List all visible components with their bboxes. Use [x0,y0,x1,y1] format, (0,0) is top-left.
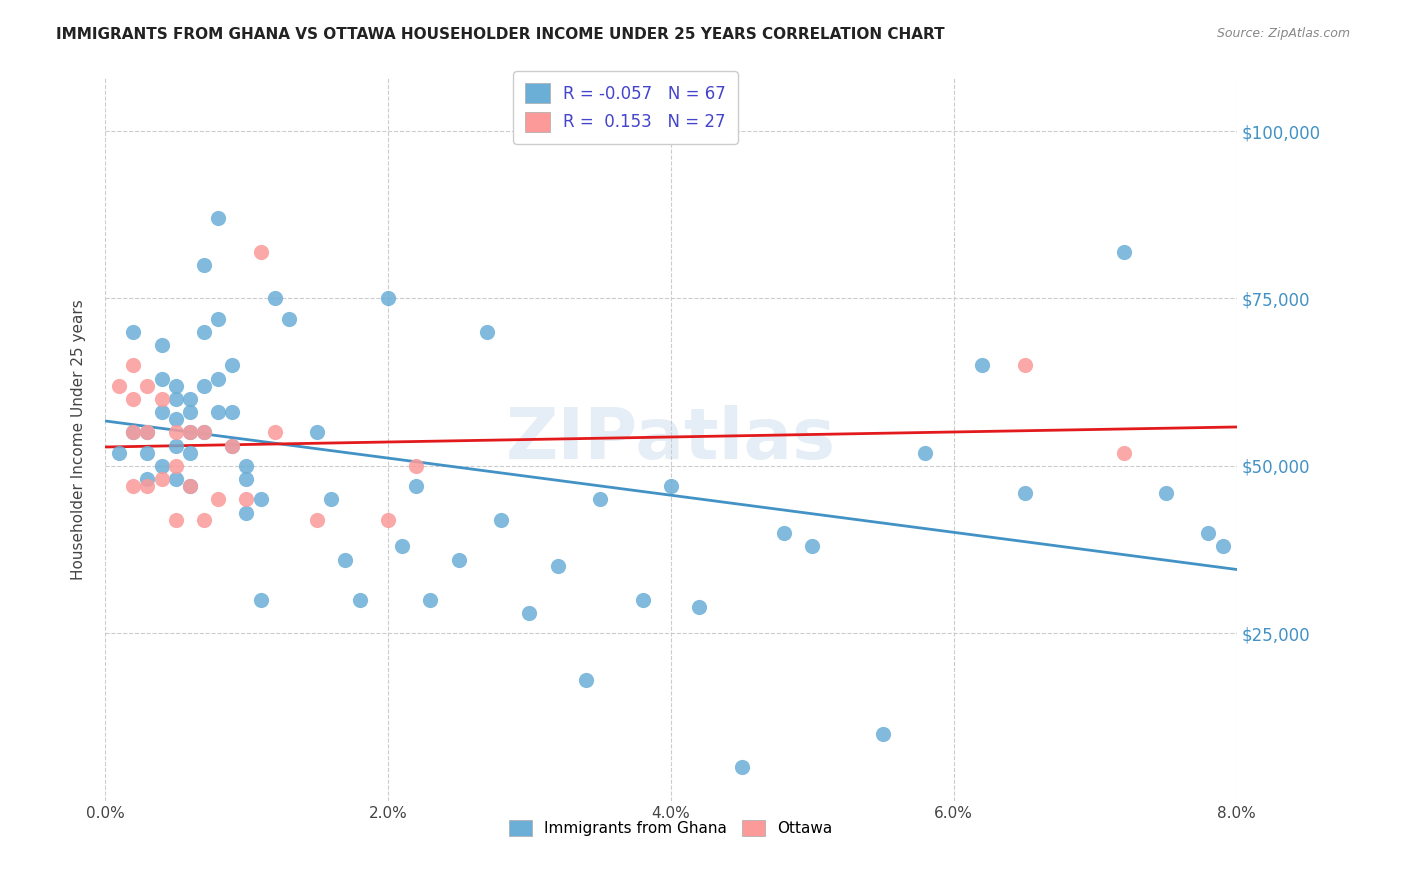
Point [447,553,470,567]
Point [136,445,159,459]
Point [235,492,257,507]
Point [165,425,187,440]
Point [122,425,145,440]
Point [150,405,173,419]
Point [207,372,229,386]
Point [165,439,187,453]
Point [391,539,413,553]
Point [165,412,187,426]
Point [263,425,285,440]
Point [235,472,257,486]
Point [970,359,993,373]
Point [165,392,187,406]
Point [307,512,329,526]
Point [221,439,243,453]
Point [193,325,215,339]
Point [136,479,159,493]
Point [263,292,285,306]
Point [249,244,271,259]
Point [405,479,427,493]
Point [179,425,201,440]
Point [349,593,371,607]
Point [122,479,145,493]
Point [1154,485,1177,500]
Point [307,425,329,440]
Point [221,439,243,453]
Point [108,445,131,459]
Point [207,311,229,326]
Point [193,425,215,440]
Point [235,458,257,473]
Point [150,472,173,486]
Point [1014,485,1036,500]
Point [221,359,243,373]
Text: IMMIGRANTS FROM GHANA VS OTTAWA HOUSEHOLDER INCOME UNDER 25 YEARS CORRELATION CH: IMMIGRANTS FROM GHANA VS OTTAWA HOUSEHOL… [56,27,945,42]
Point [688,599,710,614]
Point [575,673,598,688]
Point [179,479,201,493]
Point [207,405,229,419]
Point [547,559,569,574]
Point [659,479,682,493]
Point [193,512,215,526]
Point [221,405,243,419]
Point [872,727,894,741]
Y-axis label: Householder Income Under 25 years: Householder Income Under 25 years [72,299,86,580]
Point [108,378,131,392]
Point [773,525,796,540]
Point [136,425,159,440]
Point [335,553,357,567]
Point [165,378,187,392]
Point [179,405,201,419]
Point [179,479,201,493]
Point [207,211,229,226]
Point [801,539,824,553]
Point [193,258,215,272]
Point [277,311,299,326]
Point [122,425,145,440]
Point [249,593,271,607]
Point [136,425,159,440]
Point [179,392,201,406]
Point [519,607,541,621]
Point [122,392,145,406]
Point [235,506,257,520]
Point [165,512,187,526]
Point [165,458,187,473]
Point [1112,244,1135,259]
Point [589,492,612,507]
Point [150,338,173,352]
Point [150,458,173,473]
Point [405,458,427,473]
Point [179,425,201,440]
Point [122,359,145,373]
Text: ZIPatlas: ZIPatlas [506,405,837,474]
Point [419,593,441,607]
Point [179,445,201,459]
Point [1112,445,1135,459]
Point [730,760,752,774]
Point [1212,539,1234,553]
Point [321,492,343,507]
Point [193,378,215,392]
Point [1014,359,1036,373]
Point [1197,525,1219,540]
Point [136,378,159,392]
Point [914,445,936,459]
Point [249,492,271,507]
Point [150,372,173,386]
Point [489,512,512,526]
Text: Source: ZipAtlas.com: Source: ZipAtlas.com [1216,27,1350,40]
Legend: Immigrants from Ghana, Ottawa: Immigrants from Ghana, Ottawa [502,813,841,844]
Point [377,512,399,526]
Point [165,472,187,486]
Point [207,492,229,507]
Point [150,392,173,406]
Point [122,325,145,339]
Point [475,325,498,339]
Point [377,292,399,306]
Point [136,472,159,486]
Point [193,425,215,440]
Point [631,593,654,607]
